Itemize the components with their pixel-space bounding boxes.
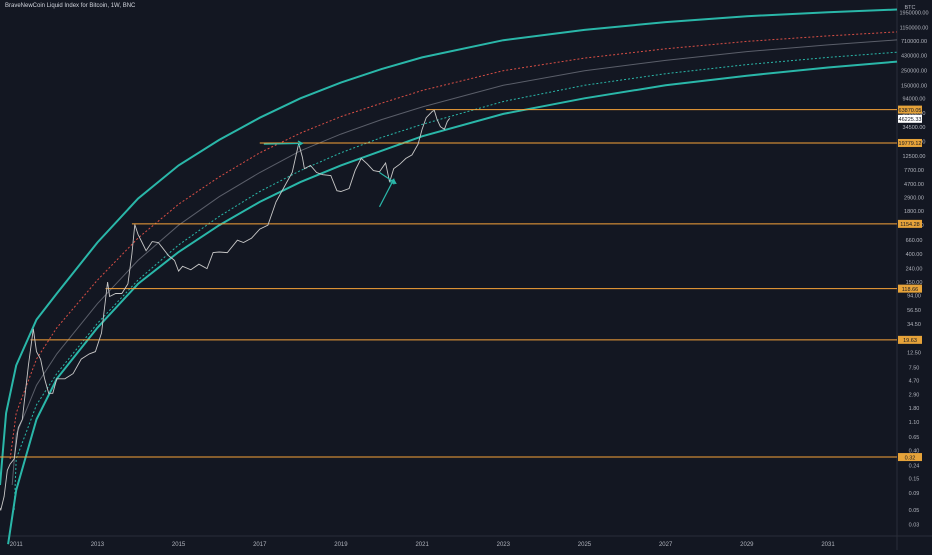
level-label: 1154.28 xyxy=(900,222,919,228)
y-tick-label: 0.15 xyxy=(909,477,920,483)
y-tick-label: 12500.00 xyxy=(903,154,926,160)
y-tick-label: 2.90 xyxy=(909,392,920,398)
y-tick-label: 1.80 xyxy=(909,406,920,412)
y-tick-label: 710000.00 xyxy=(901,39,927,45)
y-tick-label: 7700.00 xyxy=(904,168,924,174)
y-tick-label: 12.50 xyxy=(907,351,921,357)
y-tick-label: 2900.00 xyxy=(904,196,924,202)
y-tick-label: 7.50 xyxy=(909,365,920,371)
curve-lower-dotted xyxy=(13,51,898,510)
time-axis[interactable]: 2011 2013 2015 2017 2019 2021 2023 2025 2027 2029… xyxy=(10,542,836,548)
y-tick-label: 4.70 xyxy=(909,379,920,385)
y-tick-label: 34500.00 xyxy=(903,125,926,131)
horizontal-levels xyxy=(0,109,897,458)
y-tick-label: 1150000.00 xyxy=(900,25,929,31)
y-tick-label: 400.00 xyxy=(906,252,923,258)
level-label-bg xyxy=(898,284,922,293)
x-tick-label: 2019 xyxy=(334,542,348,548)
y-tick-label: 150000.00 xyxy=(901,83,927,89)
y-tick-label: 56.50 xyxy=(907,308,921,314)
y-tick-label: 660.00 xyxy=(906,238,923,244)
x-tick-label: 2029 xyxy=(740,542,754,548)
curve-upper-band xyxy=(0,8,898,486)
level-label-bg xyxy=(898,219,922,228)
level-label: 19779.12 xyxy=(899,141,922,147)
y-tick-label: 94000.00 xyxy=(903,97,926,103)
y-tick-label: 150.00 xyxy=(906,280,923,286)
price-labels: 63870.05 19779.12 1154.28 118.66 19.63 0.32 46… xyxy=(898,105,922,462)
arrow xyxy=(379,172,397,184)
currency-label: BTC xyxy=(905,5,916,11)
y-tick-label: 57000.00 xyxy=(903,111,926,117)
x-tick-label: 2013 xyxy=(91,542,105,548)
arrow-head xyxy=(390,178,397,184)
last-price-bg xyxy=(898,114,922,123)
last-price-label: 46225.33 xyxy=(899,117,922,123)
x-tick-label: 2017 xyxy=(253,542,267,548)
y-tick-label: 0.03 xyxy=(909,522,920,528)
y-tick-label: 240.00 xyxy=(906,267,923,273)
x-tick-label: 2025 xyxy=(578,542,592,548)
y-tick-label: 1.10 xyxy=(909,420,920,426)
level-label: 0.32 xyxy=(905,455,916,461)
y-tick-label: 34.50 xyxy=(907,322,921,328)
y-tick-label: 1800.00 xyxy=(904,209,924,215)
level-label-bg xyxy=(898,453,922,462)
y-tick-label: 4700.00 xyxy=(904,182,924,188)
y-tick-label: 0.09 xyxy=(909,491,920,497)
level-label-bg xyxy=(898,105,922,114)
y-tick-label: 250000.00 xyxy=(901,69,927,75)
y-tick-label: 0.40 xyxy=(909,449,920,455)
y-tick-label: 94.00 xyxy=(907,293,921,299)
y-tick-label: 1950000.00 xyxy=(899,10,928,16)
level-label: 19.63 xyxy=(903,338,917,344)
x-tick-label: 2015 xyxy=(172,542,186,548)
x-tick-label: 2027 xyxy=(659,542,673,548)
level-label: 118.66 xyxy=(902,287,918,293)
x-tick-label: 2021 xyxy=(415,542,429,548)
x-tick-label: 2023 xyxy=(497,542,511,548)
arrow xyxy=(378,179,395,208)
y-tick-label: 430000.00 xyxy=(901,53,927,59)
level-label-bg xyxy=(898,335,922,344)
arrow xyxy=(263,142,303,145)
arrow-head xyxy=(297,140,304,147)
arrow-annotations xyxy=(263,140,397,208)
y-tick-label: 0.65 xyxy=(909,435,920,441)
level-label: 63870.05 xyxy=(899,108,922,114)
curve-upper-dotted xyxy=(9,31,898,459)
chart-title: BraveNewCoin Liquid Index for Bitcoin, 1… xyxy=(5,3,136,9)
level-label-bg xyxy=(898,138,922,147)
x-tick-label: 2031 xyxy=(821,542,835,548)
y-tick-label: 0.05 xyxy=(909,508,920,514)
y-tick-label: 0.24 xyxy=(909,463,920,469)
x-tick-label: 2011 xyxy=(10,542,24,548)
